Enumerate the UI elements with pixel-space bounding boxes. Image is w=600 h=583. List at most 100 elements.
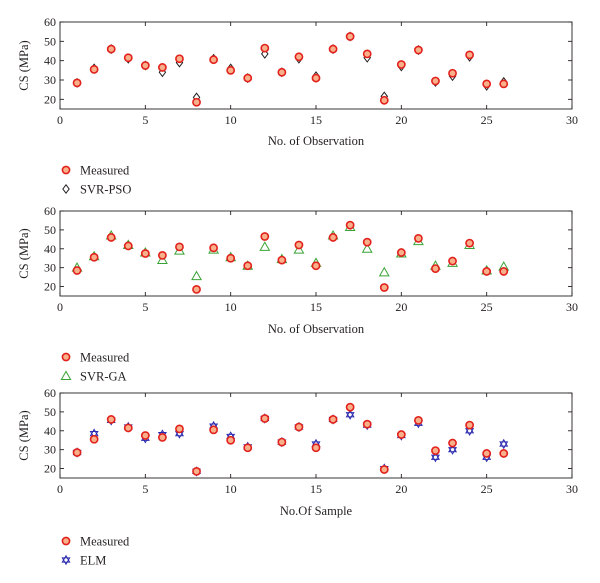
panel-3-legend: Measured ELM — [61, 535, 130, 568]
panel-3-measured-point — [396, 430, 406, 439]
panel-3-measured-point — [277, 437, 287, 447]
panel-2-y-axis-title: CS (MPa) — [17, 228, 31, 278]
panel-2-measured-point — [89, 252, 99, 262]
panel-2-measured-point — [140, 249, 150, 258]
panel-1-y-tick-label: 50 — [44, 34, 56, 48]
panel-2-x-axis-title: No. of Observation — [268, 322, 365, 336]
panel-1-x-tick-label: 20 — [395, 113, 407, 127]
panel-2-measured-point — [311, 261, 321, 271]
panel-2-measured-point — [157, 250, 167, 260]
panel-3-x-tick-label: 10 — [225, 482, 237, 496]
panel-3-legend-elm-label: ELM — [80, 554, 106, 568]
panel-1-measured-point — [294, 52, 304, 62]
panel-3-y-tick-label: 60 — [44, 386, 56, 400]
panel-1-y-tick-label: 40 — [44, 54, 56, 68]
panel-3-measured-point — [175, 424, 184, 434]
panel-1-measured-point — [175, 54, 184, 64]
panel-3-measured-point — [448, 438, 457, 448]
panel-2-measured-point — [345, 220, 355, 230]
panel-3-measured-point — [72, 448, 82, 457]
panel-3-measured-point — [140, 431, 150, 440]
panel-1-legend-measured-marker — [61, 165, 71, 175]
panel-2-measured-point — [431, 264, 440, 274]
panel-1-x-tick-label: 25 — [481, 113, 493, 127]
panel-2-measured-point — [294, 240, 304, 250]
panel-2-measured-point — [243, 261, 253, 271]
panel-1-x-tick-label: 5 — [142, 113, 148, 127]
panel-1-measured-point — [482, 79, 492, 89]
panel-1-measured-point — [431, 76, 440, 86]
panel-2: 0 5 10 15 20 25 30 20 30 40 50 60 No. of Observation… — [17, 204, 578, 384]
panel-1-measured-point — [328, 44, 338, 54]
panel-1-measured-point — [413, 45, 423, 55]
panel-3-measured-point — [106, 415, 116, 424]
panel-3-measured-point — [243, 443, 253, 453]
panel-1-measured-point — [277, 67, 287, 77]
panel-2-x-tick-label: 20 — [395, 300, 407, 314]
panel-1-legend-svr-pso-marker — [62, 183, 70, 195]
panel-1-measured-point — [209, 55, 218, 65]
panel-1-measured-point — [243, 73, 253, 83]
panel-2-svr-ga-point — [293, 244, 305, 254]
panel-3-x-tick-label: 15 — [310, 482, 322, 496]
panel-2-svr-ga-point — [191, 270, 202, 281]
panel-2-measured-point — [379, 283, 389, 292]
panel-3-legend-elm-marker-tri-up — [61, 554, 71, 563]
panel-1-measured-point — [448, 68, 457, 78]
panel-2-measured-point — [277, 255, 287, 265]
panel-2-measured-point — [396, 248, 406, 257]
panel-3-elm-point — [448, 444, 458, 455]
panel-3-legend-elm-marker — [61, 554, 71, 566]
panel-2-measured-point — [123, 241, 133, 251]
panel-2-x-tick-label: 30 — [566, 300, 578, 314]
panel-3-elm-point-tri-up — [430, 452, 440, 460]
panel-2-measured-point — [482, 267, 492, 276]
panel-3-x-tick-label: 30 — [566, 482, 578, 496]
panel-3-measured-point — [226, 435, 236, 445]
panel-3-legend-measured-label: Measured — [80, 535, 130, 549]
panel-3-measured-point — [157, 432, 167, 442]
panel-2-y-tick-label: 30 — [44, 261, 56, 275]
panel-1-measured-point — [499, 79, 509, 89]
panel-2-svr-ga-point — [156, 254, 168, 265]
panel-1-y-axis-title: CS (MPa) — [17, 40, 31, 90]
panel-3-measured-point — [345, 402, 355, 412]
panel-3-legend-measured-marker — [61, 536, 71, 546]
panel-1-measured-point — [140, 61, 150, 70]
panel-3-measured-point — [192, 466, 201, 476]
panel-3-measured-point — [499, 449, 509, 458]
panel-3-measured-point — [123, 423, 133, 433]
panel-2-measured-point — [465, 238, 474, 248]
panel-1-measured-point — [123, 53, 133, 63]
panel-2-x-tick-label: 25 — [481, 300, 493, 314]
panel-3-measured-point — [260, 414, 270, 423]
panel-2-measured-point — [260, 232, 270, 241]
panel-2-svr-ga-point — [259, 241, 271, 251]
panel-2-x-tick-label: 0 — [57, 300, 63, 314]
panel-3-measured-point — [311, 443, 321, 453]
panel-3-y-tick-label: 50 — [44, 405, 56, 419]
panel-3-elm-point-tri-up — [448, 444, 458, 453]
panel-3-x-tick-label: 5 — [142, 482, 148, 496]
panel-3-y-tick-label: 20 — [44, 462, 56, 476]
panel-3-measured-point — [431, 446, 440, 456]
panel-2-measured-point — [209, 243, 218, 253]
panel-3-measured-point — [379, 465, 389, 474]
panel-1-y-tick-label: 30 — [44, 73, 56, 87]
panel-1-measured-point — [72, 78, 82, 88]
panel-1-measured-point — [192, 97, 201, 107]
panel-3-elm-point-tri-up — [345, 409, 355, 418]
panel-1-legend-measured-label: Measured — [80, 164, 130, 178]
panel-3-y-tick-label: 30 — [44, 443, 56, 457]
panel-1: 0 5 10 15 20 25 30 20 30 40 50 60 No. of Observation… — [17, 15, 578, 197]
panel-1-measured-point — [311, 73, 321, 83]
panel-2-measured-point — [413, 233, 423, 243]
panel-3-legend-elm-marker-tri-down — [61, 557, 71, 566]
panel-3-elm-point-tri-down — [448, 447, 458, 455]
panel-3-elm-point-tri-down — [430, 454, 440, 463]
panel-2-measured-point — [499, 267, 509, 276]
panel-2-y-tick-label: 50 — [44, 223, 56, 237]
panel-3-elm-point-tri-down — [499, 441, 509, 450]
panel-1-y-tick-label: 60 — [44, 15, 56, 29]
